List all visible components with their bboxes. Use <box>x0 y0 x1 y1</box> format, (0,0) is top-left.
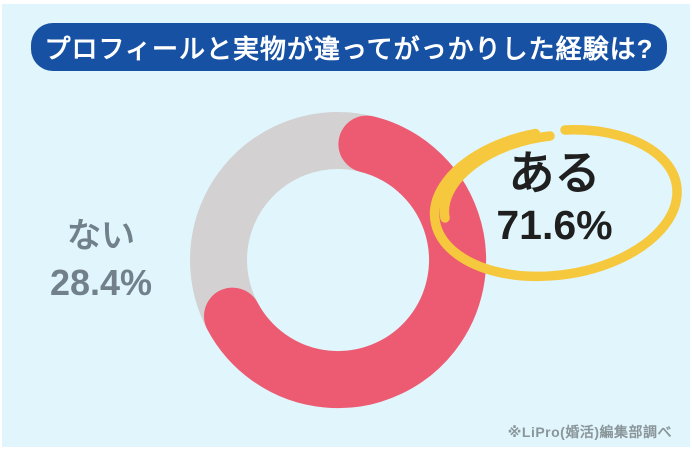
segment-label-yes: ある 71.6% <box>457 149 652 248</box>
highlight-circle-inner-stroke <box>439 131 555 223</box>
no-label: ない <box>67 217 135 255</box>
yes-label: ある <box>508 147 601 199</box>
title-banner: プロフィールと実物が違ってがっかりした経験は? <box>31 23 667 71</box>
segment-label-no: ない 28.4% <box>26 219 176 304</box>
yes-value: 71.6% <box>496 202 613 249</box>
highlight-circle-outer-stroke <box>429 125 682 282</box>
infographic-canvas: プロフィールと実物が違ってがっかりした経験は? ある 71.6% ない 28.4… <box>2 4 690 447</box>
donut-segment-yes <box>204 115 487 409</box>
no-value: 28.4% <box>49 262 153 303</box>
page-title: プロフィールと実物が違ってがっかりした経験は? <box>44 33 654 64</box>
source-note: ※LiPro(婚活)編集部調べ <box>507 424 672 440</box>
